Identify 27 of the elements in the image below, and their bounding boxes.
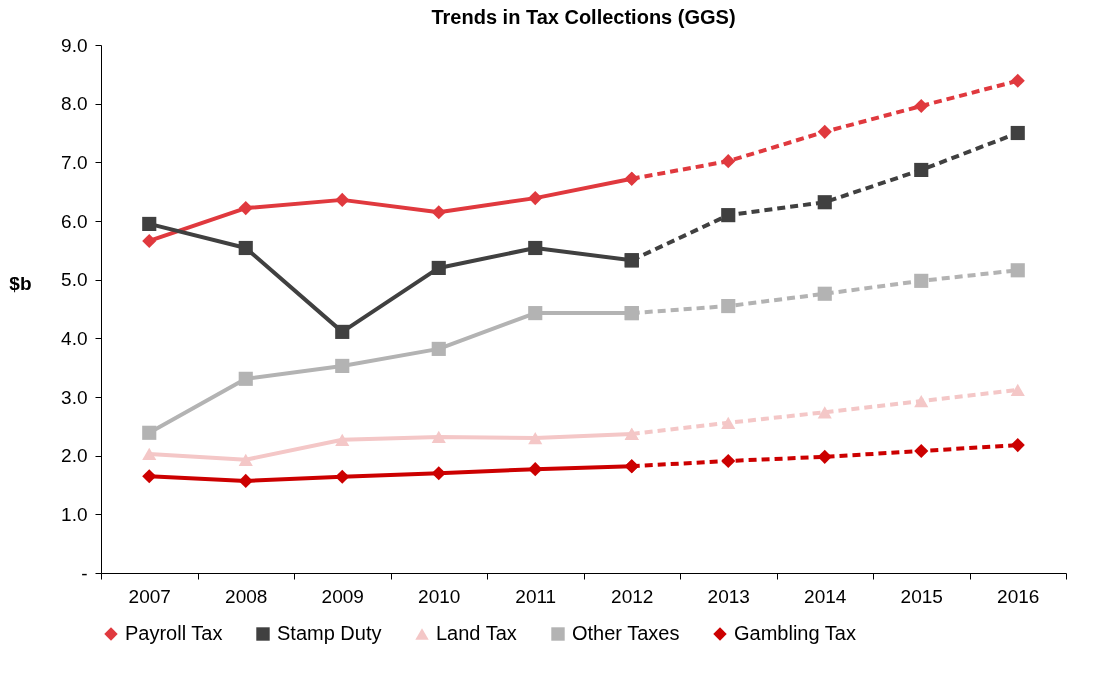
y-tick-label: 1.0 — [61, 503, 88, 525]
y-tick-label: 5.0 — [61, 269, 88, 291]
y-axis-title: $b — [9, 272, 32, 294]
x-tick-label: 2012 — [611, 585, 654, 607]
y-tick-label: 7.0 — [61, 151, 88, 173]
x-tick-label: 2011 — [515, 585, 557, 607]
y-tick-label: 2.0 — [61, 445, 88, 467]
y-tick-label: 6.0 — [61, 210, 88, 232]
legend-label: Land Tax — [436, 622, 517, 644]
x-tick-label: 2016 — [997, 585, 1040, 607]
y-tick-label: 9.0 — [61, 34, 88, 56]
y-tick-label: 8.0 — [61, 93, 88, 115]
legend-label: Payroll Tax — [125, 622, 223, 644]
chart-title: Trends in Tax Collections (GGS) — [431, 6, 736, 28]
legend-label: Other Taxes — [572, 622, 680, 644]
x-tick-label: 2008 — [225, 585, 268, 607]
x-tick-label: 2013 — [707, 585, 750, 607]
x-tick-label: 2014 — [804, 585, 847, 607]
x-tick-label: 2010 — [418, 585, 461, 607]
x-tick-label: 2007 — [128, 585, 171, 607]
y-tick-label: - — [81, 562, 88, 584]
legend-label: Stamp Duty — [277, 622, 382, 644]
x-tick-label: 2015 — [900, 585, 943, 607]
y-tick-label: 4.0 — [61, 327, 88, 349]
legend-label: Gambling Tax — [734, 622, 856, 644]
y-tick-label: 3.0 — [61, 386, 88, 408]
x-tick-label: 2009 — [321, 585, 364, 607]
